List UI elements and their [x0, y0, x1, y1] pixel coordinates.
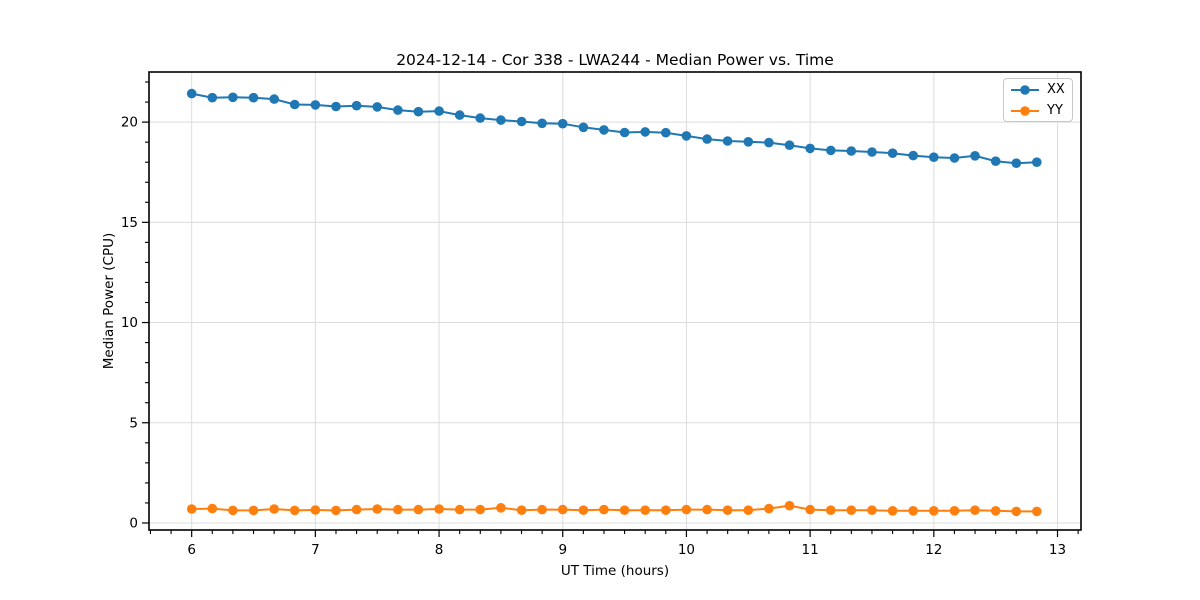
- svg-text:11: 11: [802, 542, 819, 558]
- x-axis-label: UT Time (hours): [560, 563, 670, 579]
- y-axis-label: Median Power (CPU): [101, 232, 117, 370]
- svg-text:15: 15: [121, 215, 138, 231]
- legend-entry-xx: XX: [1011, 81, 1072, 99]
- chart-title: 2024-12-14 - Cor 338 - LWA244 - Median P…: [396, 51, 834, 69]
- legend-line-marker-xx-icon: [1011, 84, 1039, 95]
- svg-text:5: 5: [129, 415, 138, 431]
- legend-label-yy: YY: [1047, 103, 1063, 118]
- svg-text:9: 9: [558, 542, 567, 558]
- legend: XX YY: [1003, 78, 1073, 122]
- svg-text:8: 8: [435, 542, 444, 558]
- svg-text:13: 13: [1049, 542, 1066, 558]
- legend-line-marker-yy-icon: [1011, 105, 1039, 116]
- svg-text:20: 20: [121, 115, 138, 131]
- svg-text:0: 0: [129, 515, 138, 531]
- svg-text:10: 10: [121, 315, 138, 331]
- svg-text:10: 10: [678, 542, 695, 558]
- svg-text:12: 12: [925, 542, 942, 558]
- svg-text:6: 6: [187, 542, 196, 558]
- svg-text:7: 7: [311, 542, 320, 558]
- legend-label-xx: XX: [1047, 82, 1065, 97]
- legend-entry-yy: YY: [1011, 102, 1072, 120]
